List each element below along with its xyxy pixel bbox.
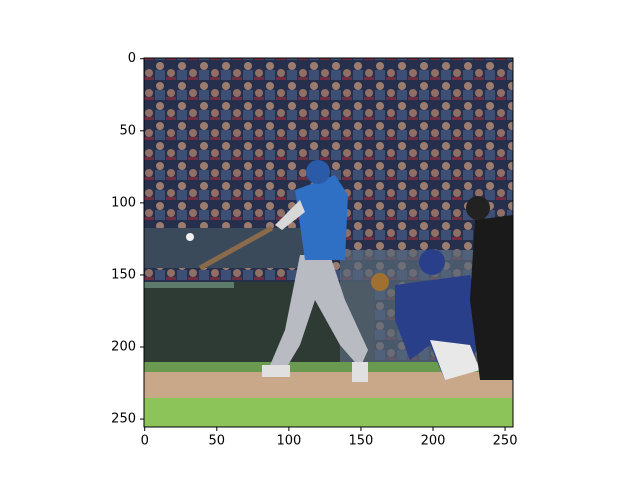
x-tick-label: 150 [349, 434, 374, 449]
axes-frame [143, 57, 514, 428]
axes: 0 50 100 150 200 250 0 50 100 150 200 250 [111, 51, 517, 448]
x-tick-label: 50 [209, 434, 226, 449]
x-tick-label: 250 [493, 434, 518, 449]
x-tick-label: 100 [276, 434, 301, 449]
x-tick-label: 200 [421, 434, 446, 449]
x-tick-label: 0 [141, 434, 149, 449]
photo [144, 58, 513, 427]
y-tick-label: 250 [111, 412, 136, 427]
y-tick-label: 150 [111, 267, 136, 282]
y-tick-label: 200 [111, 340, 136, 355]
y-tick-label: 0 [128, 51, 136, 66]
batter [198, 160, 368, 382]
catcher [371, 249, 485, 380]
y-tick-label: 50 [119, 123, 136, 138]
umpire [466, 196, 513, 380]
y-tick-label: 100 [111, 195, 136, 210]
